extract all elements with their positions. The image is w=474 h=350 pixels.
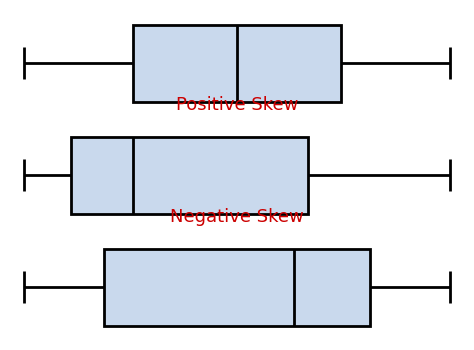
Text: Negative Skew: Negative Skew bbox=[170, 208, 304, 226]
Text: Normal Distribution: Normal Distribution bbox=[149, 0, 325, 2]
Bar bbox=[104, 248, 370, 326]
Bar bbox=[71, 136, 308, 214]
Bar bbox=[133, 25, 341, 101]
Text: Positive Skew: Positive Skew bbox=[176, 96, 298, 114]
